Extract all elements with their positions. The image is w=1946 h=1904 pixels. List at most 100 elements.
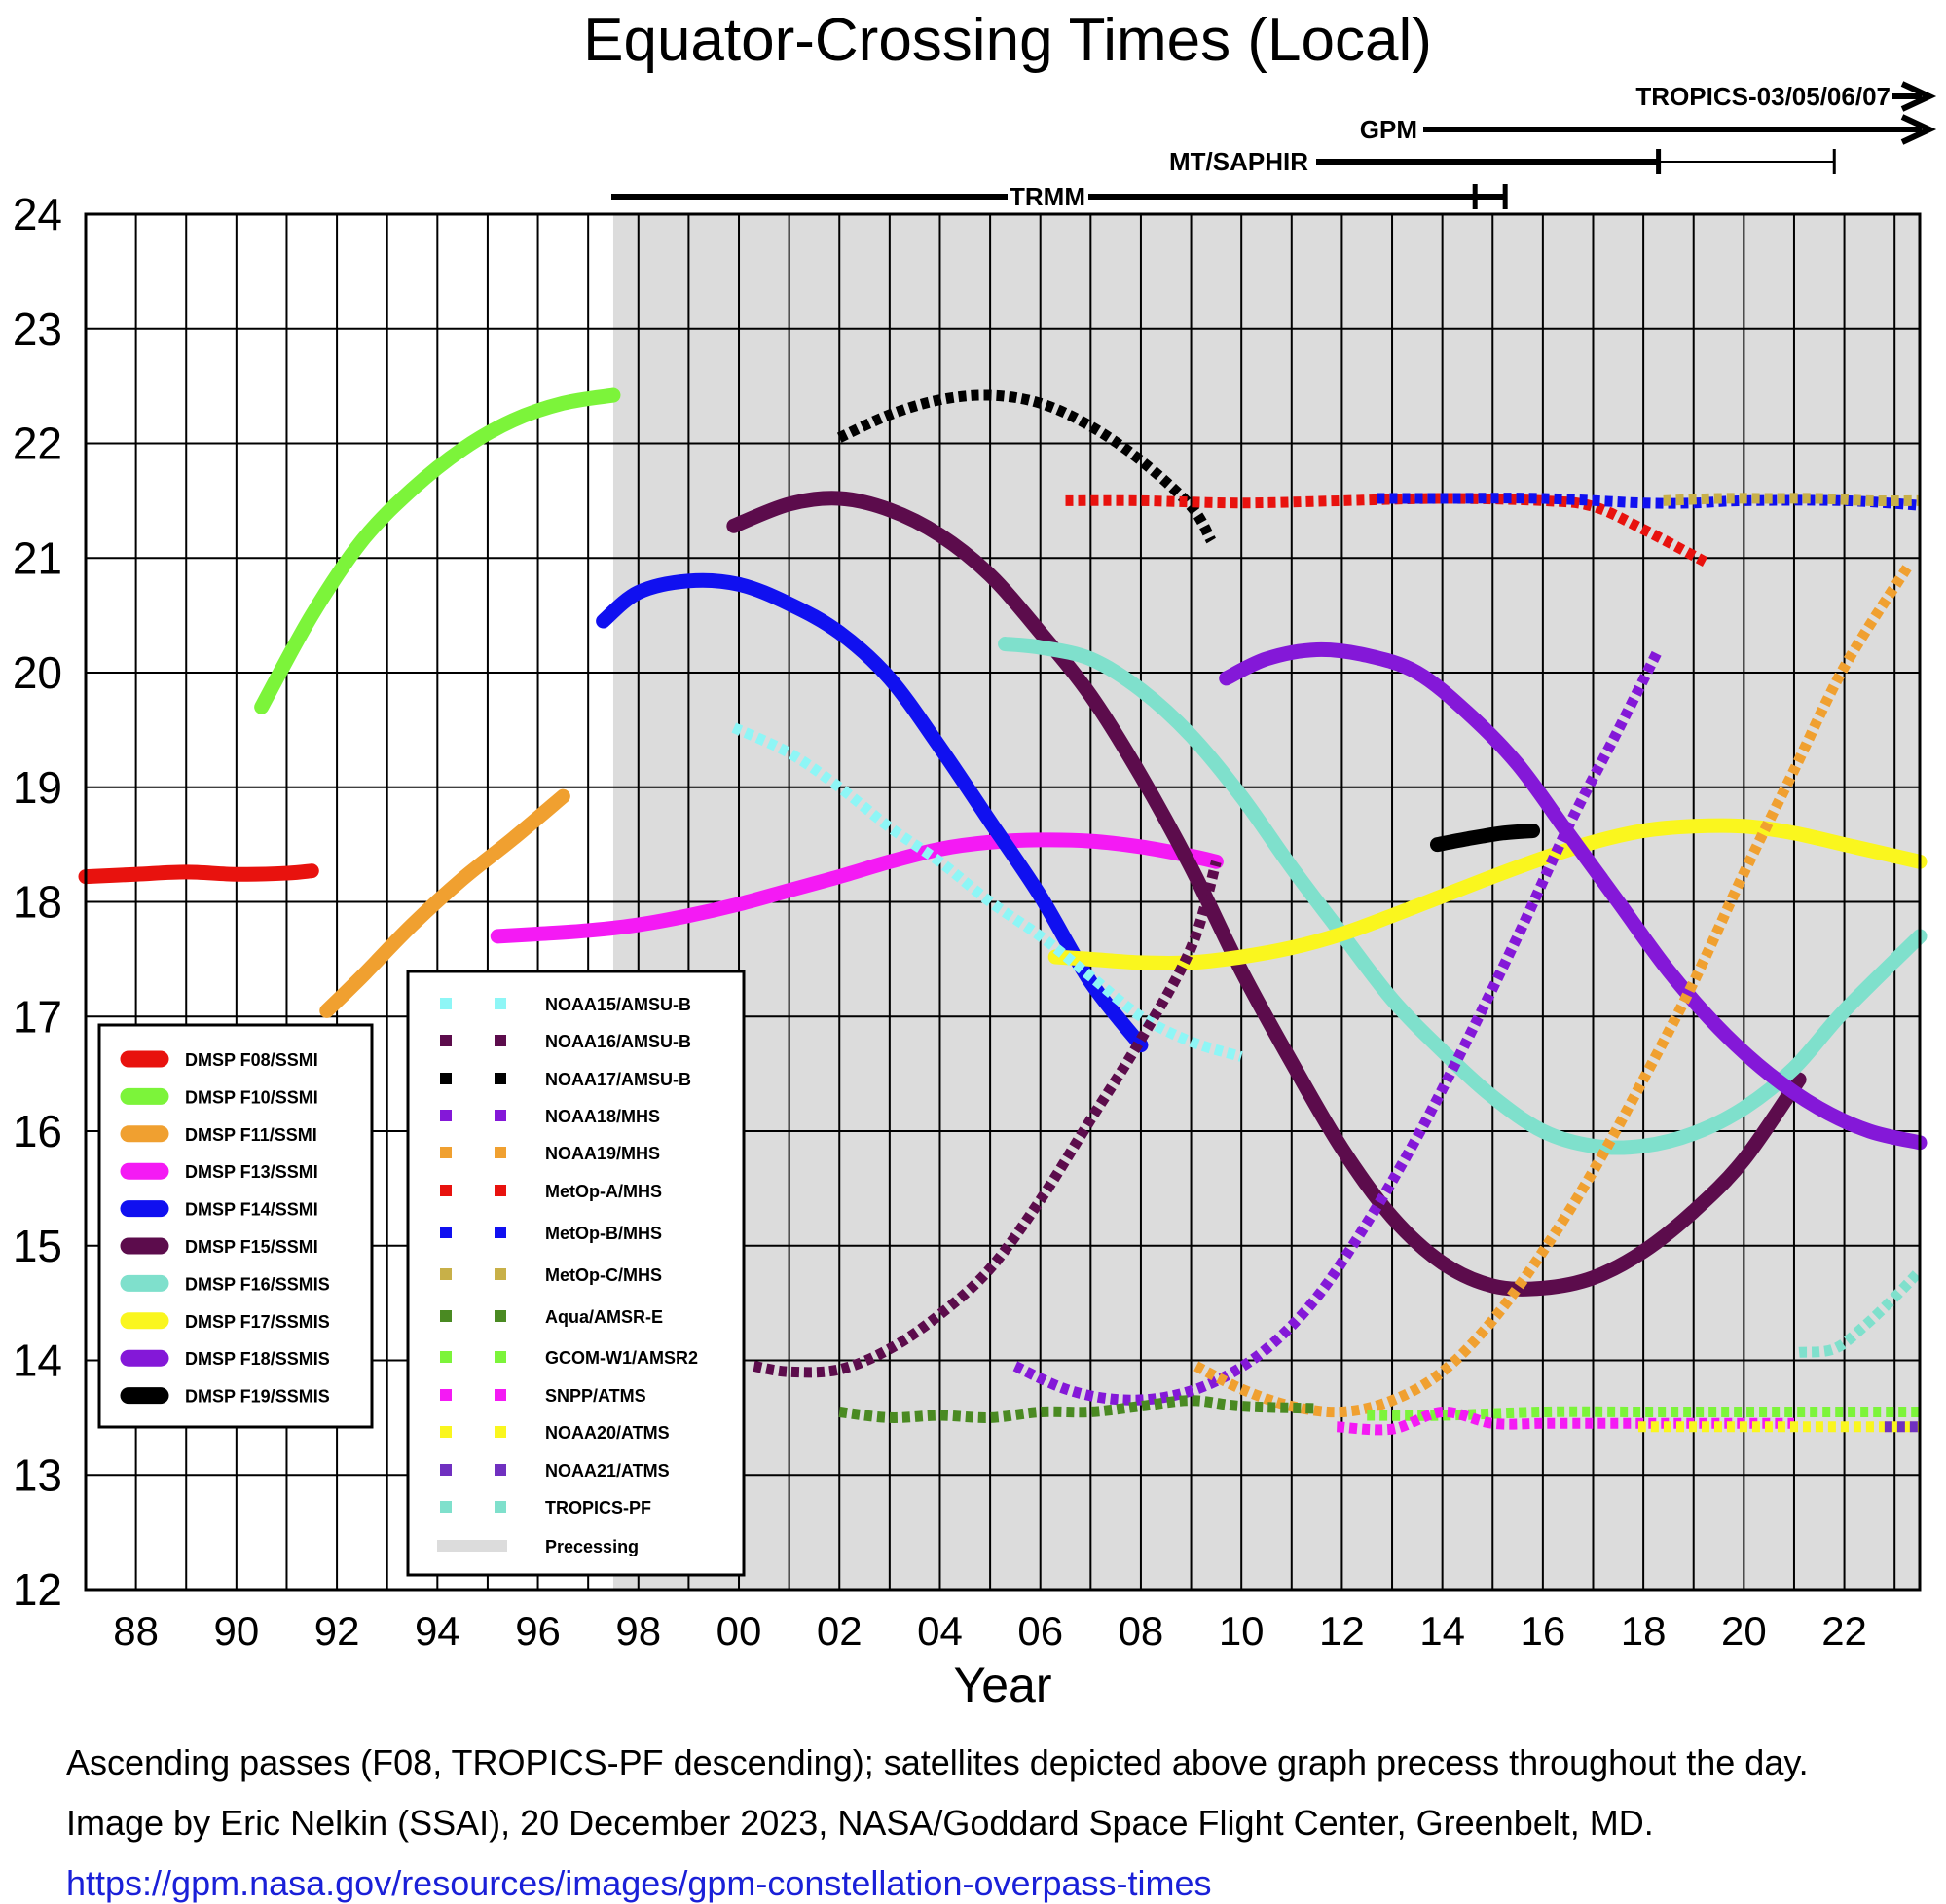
x-tick-label: 88 <box>113 1608 159 1654</box>
legend-swatch <box>495 1185 506 1196</box>
y-tick-label: 16 <box>13 1106 62 1156</box>
mission-label-mt-saphir: MT/SAPHIR <box>1169 147 1308 176</box>
series-noaa17-amsu-b <box>836 389 1217 544</box>
legend-swatch <box>440 1268 452 1280</box>
x-tick-label: 92 <box>314 1608 360 1654</box>
legend-entry: DMSP F15/SSMI <box>185 1237 318 1257</box>
legend-swatch <box>440 1310 452 1322</box>
legend-swatch <box>495 1073 506 1084</box>
legend-entry: DMSP F19/SSMIS <box>185 1387 330 1407</box>
legend-swatch <box>440 1351 452 1363</box>
x-tick-label: 02 <box>817 1608 863 1654</box>
series-dmsp-f15-ssmi <box>726 491 1807 1297</box>
legend-entry: DMSP F17/SSMIS <box>185 1312 330 1332</box>
mission-label-trmm: TRMM <box>1010 182 1085 211</box>
legend-swatch <box>440 1227 452 1238</box>
equator-crossing-chart: Equator-Crossing Times (Local) 88 90 92 94 9… <box>13 7 1937 1712</box>
y-tick-label: 12 <box>13 1564 62 1615</box>
series-dmsp-f10-ssmi <box>254 387 621 714</box>
x-tick-label: 10 <box>1219 1608 1265 1654</box>
x-tick-label: 98 <box>615 1608 661 1654</box>
x-tick-label: 90 <box>213 1608 259 1654</box>
legend-swatch <box>440 1073 452 1084</box>
x-tick-label: 22 <box>1821 1608 1867 1654</box>
legend-swatch <box>440 1147 452 1158</box>
legend-swatch <box>495 998 506 1009</box>
legend-entry: NOAA19/MHS <box>545 1144 660 1163</box>
x-tick-label: 00 <box>716 1608 762 1654</box>
series-aqua-amsr-e <box>838 1395 1317 1423</box>
series-dmsp-f18-ssmis <box>1219 641 1928 1151</box>
y-tick-label: 13 <box>13 1449 62 1500</box>
legend-swatch <box>495 1147 506 1158</box>
y-tick-label: 21 <box>13 532 62 583</box>
legend-swatch <box>440 1035 452 1046</box>
legend-entry: DMSP F14/SSMI <box>185 1200 318 1220</box>
y-tick-label: 20 <box>13 647 62 698</box>
series-dmsp-f11-ssmi <box>319 788 570 1018</box>
legend-swatch <box>440 1389 452 1401</box>
legend-entry: NOAA16/AMSU-B <box>545 1032 691 1051</box>
legend-sounder-box <box>406 970 746 1577</box>
legend-entry: DMSP F10/SSMI <box>185 1087 318 1107</box>
x-axis-label: Year <box>953 1658 1051 1712</box>
legend-entry: DMSP F13/SSMI <box>185 1162 318 1182</box>
series-dmsp-f08-ssmi <box>78 863 319 885</box>
x-tick-label: 20 <box>1721 1608 1767 1654</box>
legend-entry: NOAA21/ATMS <box>545 1461 670 1481</box>
legend-swatch <box>495 1110 506 1121</box>
legend-entry: TROPICS-PF <box>545 1498 651 1518</box>
caption-line-1: Ascending passes (F08, TROPICS-PF descen… <box>66 1742 1809 1782</box>
legend-swatch <box>495 1227 506 1238</box>
mission-label-tropics-03-05-06-07: TROPICS-03/05/06/07 <box>1635 82 1891 111</box>
legend-swatch <box>440 998 452 1009</box>
legend-entry: DMSP F11/SSMI <box>185 1125 317 1145</box>
arrow-icon <box>1900 81 1937 112</box>
legend-entry: DMSP F08/SSMI <box>185 1050 318 1070</box>
y-tick-label: 19 <box>13 762 62 813</box>
legend-entry: SNPP/ATMS <box>545 1386 646 1406</box>
x-tick-label: 12 <box>1319 1608 1365 1654</box>
legend-entry: NOAA17/AMSU-B <box>545 1070 691 1089</box>
series-dmsp-f13-ssmi <box>490 832 1224 944</box>
mission-label-gpm: GPM <box>1360 115 1417 144</box>
legend-swatch <box>440 1185 452 1196</box>
series-gcom-w1-amsr2 <box>1367 1406 1920 1421</box>
series-noaa16-amsu-b <box>753 860 1222 1378</box>
legend-entry: Aqua/AMSR-E <box>545 1307 663 1327</box>
series-metop-a-mhs <box>1065 493 1711 569</box>
source-link[interactable]: https://gpm.nasa.gov/resources/images/gp… <box>66 1863 1212 1903</box>
legend-swatch <box>437 1540 507 1552</box>
legend-swatch <box>440 1501 452 1513</box>
x-tick-label: 08 <box>1119 1608 1164 1654</box>
series-metop-b-mhs <box>1377 493 1921 511</box>
legend-swatch <box>440 1426 452 1438</box>
legend-entry: NOAA18/MHS <box>545 1107 660 1126</box>
legend-swatch <box>495 1310 506 1322</box>
series-metop-c-mhs <box>1663 493 1921 507</box>
x-tick-label: 04 <box>917 1608 963 1654</box>
y-tick-label: 14 <box>13 1336 62 1386</box>
series-dmsp-f19-ssmis <box>1429 823 1541 853</box>
chart-title: Equator-Crossing Times (Local) <box>583 7 1432 74</box>
legend-entry: Precessing <box>545 1537 639 1556</box>
legend-swatch <box>495 1035 506 1046</box>
y-tick-label: 15 <box>13 1221 62 1271</box>
series-noaa19-mhs <box>1193 561 1915 1418</box>
x-tick-label: 06 <box>1017 1608 1063 1654</box>
legend-entry: MetOp-A/MHS <box>545 1182 662 1201</box>
legend-entry: NOAA20/ATMS <box>545 1423 670 1443</box>
x-tick-label: 14 <box>1419 1608 1465 1654</box>
y-tick-label: 23 <box>13 304 62 354</box>
legend-swatch <box>495 1268 506 1280</box>
arrow-icon <box>1900 114 1937 145</box>
legend-swatch <box>495 1501 506 1513</box>
legend-entry: GCOM-W1/AMSR2 <box>545 1348 698 1368</box>
x-tick-label: 94 <box>415 1608 460 1654</box>
legend-swatch <box>495 1426 506 1438</box>
series-noaa18-mhs <box>1012 646 1664 1406</box>
caption-line-2: Image by Eric Nelkin (SSAI), 20 December… <box>66 1803 1654 1843</box>
x-tick-label: 18 <box>1621 1608 1667 1654</box>
series-tropics-pf <box>1798 1266 1924 1358</box>
legend-entry: NOAA15/AMSU-B <box>545 995 691 1014</box>
